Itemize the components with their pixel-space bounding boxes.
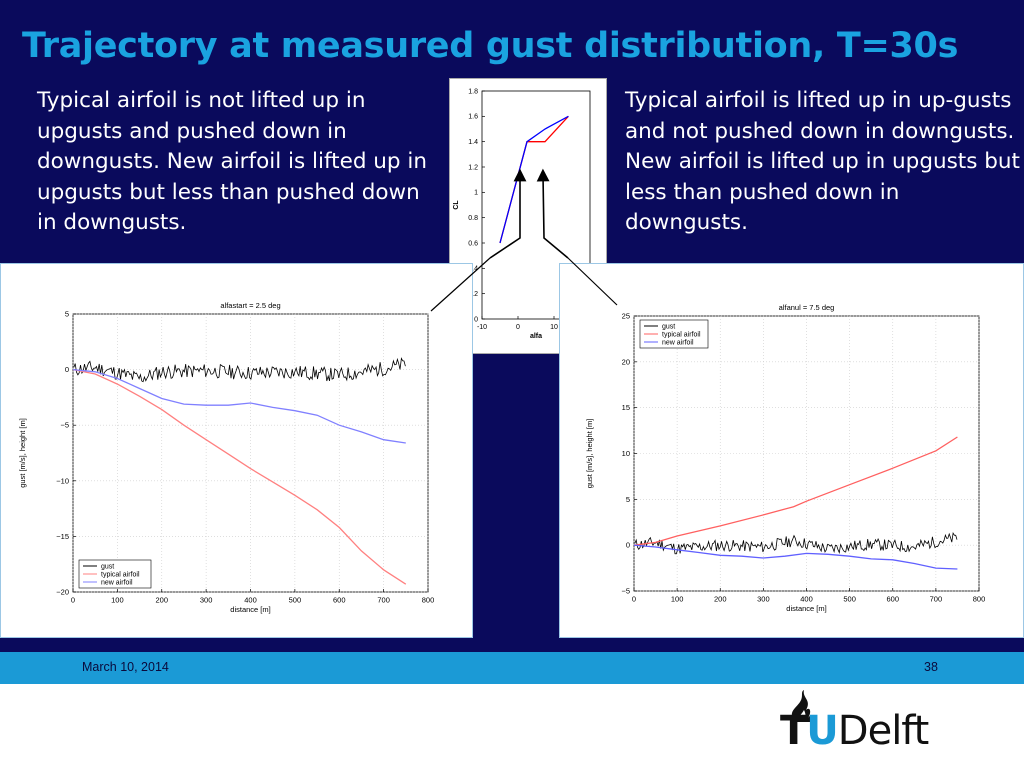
x-tick-label: 200 (155, 596, 168, 605)
chart-title: alfastart = 2.5 deg (220, 301, 280, 310)
y-tick-label: −5 (621, 587, 630, 596)
alfanul-chart: 0 100 200 300 400 500 600 700 8002520151050−5alf… (585, 303, 986, 613)
y-tick-label: 25 (622, 312, 630, 321)
x-axis-label: distance [m] (230, 605, 270, 614)
left-description: Typical airfoil is not lifted up in upgu… (37, 88, 428, 235)
y-tick-label: 1 (474, 190, 478, 197)
legend-label: new airfoil (101, 580, 133, 587)
page-number: 38 (924, 660, 938, 674)
chart-title: alfanul = 7.5 deg (779, 303, 835, 312)
x-tick-label: 800 (422, 596, 435, 605)
y-tick-label: 0 (65, 365, 69, 374)
flame-icon (791, 690, 813, 722)
y-tick-label: 15 (622, 403, 630, 412)
x-axis-label: alfa (530, 333, 542, 340)
x-tick-label: 600 (333, 596, 346, 605)
x-tick-label: 0 (71, 596, 75, 605)
x-tick-label: 100 (671, 595, 684, 604)
footer-date: March 10, 2014 (82, 660, 169, 674)
x-axis-label: distance [m] (786, 604, 826, 613)
y-tick-label: 1.8 (468, 88, 478, 95)
legend-label: new airfoil (662, 340, 694, 347)
series-line-gust (73, 357, 406, 383)
y-tick-label: 20 (622, 357, 630, 366)
y-tick-label: 0 (626, 541, 630, 550)
x-tick-label: 200 (714, 595, 727, 604)
y-tick-label: −10 (56, 476, 69, 485)
series-line-typical-airfoil (633, 436, 958, 546)
alfastart-chart-panel: 0 100 200 300 400 500 600 700 800 5 0 −5 −10 −15 −20 al… (0, 263, 473, 638)
y-tick-label: 5 (65, 310, 69, 319)
y-axis-label: gust [m/s], height [m] (585, 419, 594, 489)
legend-label: typical airfoil (101, 572, 140, 579)
y-tick-label: 0.6 (468, 240, 478, 247)
y-tick-label: 0 (474, 316, 478, 323)
y-tick-label: −20 (56, 588, 69, 597)
y-tick-label: 0.8 (468, 215, 478, 222)
legend-label: gust (101, 564, 114, 571)
x-tick-label: 700 (930, 595, 943, 604)
x-tick-label: 500 (289, 596, 302, 605)
legend-label: gust (662, 324, 675, 331)
legend-label: typical airfoil (662, 332, 701, 339)
x-tick-label: -10 (477, 324, 487, 331)
y-tick-label: 1.6 (468, 114, 478, 121)
x-tick-label: 10 (550, 324, 558, 331)
y-tick-label: 5 (626, 495, 630, 504)
x-tick-label: 400 (800, 595, 813, 604)
logo-wordmark: TUDelft (780, 708, 929, 754)
x-tick-label: 100 (111, 596, 124, 605)
footer-bar: March 10, 2014 38 (0, 652, 1024, 684)
y-tick-label: 1.4 (468, 139, 478, 146)
series-line-gust (634, 531, 958, 555)
x-tick-label: 0 (632, 595, 636, 604)
series-line-new-airfoil (633, 544, 958, 570)
series-line-typical-airfoil (72, 368, 407, 585)
slide-title: Trajectory at measured gust distribution… (22, 26, 959, 66)
x-tick-label: 0 (516, 324, 520, 331)
y-axis-label: gust [m/s], height [m] (18, 418, 27, 488)
alfastart-chart: 0 100 200 300 400 500 600 700 800 5 0 −5 −10 −15 −20 al… (18, 301, 435, 614)
y-tick-label: 10 (622, 449, 630, 458)
x-tick-label: 400 (244, 596, 257, 605)
x-tick-label: 600 (886, 595, 899, 604)
x-tick-label: 800 (973, 595, 986, 604)
y-tick-label: 1.2 (468, 164, 478, 171)
alfanul-chart-panel: 0 100 200 300 400 500 600 700 800 25 20 15 10 5 0 −5 alf… (559, 263, 1024, 638)
y-tick-label: −5 (60, 421, 69, 430)
series-line-new-airfoil (72, 368, 406, 444)
y-tick-label: −15 (56, 532, 69, 541)
y-axis-label: CL (453, 200, 460, 210)
right-description: Typical airfoil is lifted up in up-gusts… (625, 88, 1020, 235)
x-tick-label: 300 (757, 595, 770, 604)
x-tick-label: 500 (843, 595, 856, 604)
x-tick-label: 300 (200, 596, 213, 605)
legend-box (639, 319, 709, 349)
x-tick-label: 700 (377, 596, 390, 605)
tudelft-logo: TUDelft (780, 690, 950, 760)
